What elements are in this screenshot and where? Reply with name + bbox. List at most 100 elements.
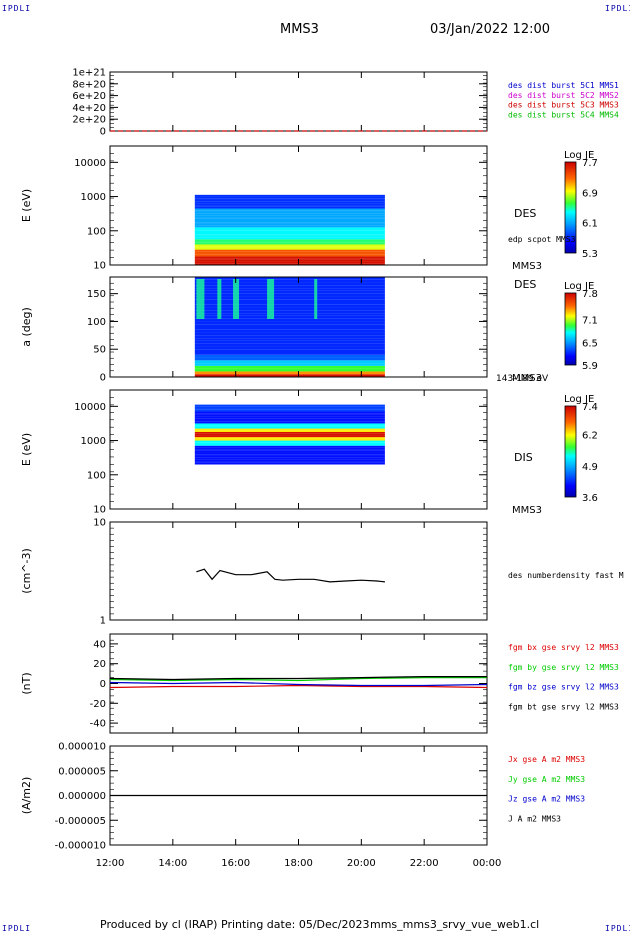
y-axis-label: E (eV)	[20, 433, 33, 466]
heatmap-row-p4	[194, 447, 385, 450]
heatmap-row-p2	[194, 194, 385, 197]
y-tick-label: 40	[93, 639, 106, 650]
colorbar-title: Log JE	[564, 150, 594, 161]
y-tick-label: -20	[90, 699, 106, 710]
legend-entry: des dist burst 5C4 MMS4	[508, 110, 619, 119]
legend-entry: fgm bt gse srvy l2 MMS3	[508, 702, 619, 711]
heatmap-row-p3	[194, 363, 385, 366]
header-spacecraft: MMS3	[280, 22, 319, 37]
heatmap-row-p2	[194, 256, 385, 259]
heatmap-row-p2	[194, 253, 385, 255]
corner-mark-top-right: IPDLI	[605, 4, 630, 13]
heatmap-row-p3	[194, 315, 385, 319]
heatmap-row-p4	[194, 435, 385, 438]
colorbar-tick-label: 7.8	[582, 289, 598, 300]
heatmap-row-p3	[194, 343, 385, 347]
pitch-angle-burst	[217, 279, 222, 319]
heatmap-row-p4	[194, 406, 385, 409]
heatmap-row-p4	[194, 411, 385, 414]
species-label: DES	[514, 278, 536, 291]
heatmap-row-p3	[194, 296, 385, 300]
y-tick-label: 1000	[81, 436, 106, 447]
pitch-angle-burst	[233, 279, 240, 319]
x-tick-label: 12:00	[96, 858, 125, 869]
colorbar-tick-label: 7.7	[582, 158, 598, 169]
pitch-angle-burst	[314, 279, 318, 319]
y-tick-label: 150	[87, 289, 106, 300]
y-tick-label: 0.000005	[58, 766, 106, 777]
y-tick-label: 4e+20	[72, 103, 106, 114]
heatmap-row-p3	[194, 302, 385, 305]
legend-entry: des dist burst 5C1 MMS1	[508, 81, 619, 90]
y-tick-label: 1e+21	[72, 68, 106, 79]
legend-entry: fgm by gse srvy l2 MMS3	[508, 663, 619, 672]
heatmap-row-p4	[194, 408, 385, 410]
x-tick-label: 22:00	[410, 858, 439, 869]
heatmap-row-p4	[194, 452, 385, 455]
series-line-p5-0	[196, 568, 385, 583]
y-tick-label: 1	[100, 616, 106, 627]
y-tick-label: 100	[87, 317, 106, 328]
legend-entry: des dist burst 5C3 MMS3	[508, 101, 619, 110]
heatmap-row-p4	[194, 450, 385, 453]
spacecraft-label: MMS3	[512, 505, 542, 516]
legend-entry: Jz gse A m2 MMS3	[508, 795, 585, 804]
heatmap-row-p3	[194, 293, 385, 297]
heatmap-row-p2	[194, 222, 385, 224]
heatmap-row-p3	[194, 352, 385, 355]
pitch-angle-burst	[267, 279, 275, 319]
colorbar-p3	[564, 292, 577, 366]
heatmap-row-p3	[194, 332, 385, 336]
heatmap-row-p2	[194, 227, 385, 230]
corner-mark-bottom-left: IPDLI	[2, 924, 32, 933]
heatmap-row-p3	[194, 321, 385, 325]
y-tick-label: 10	[93, 261, 106, 272]
heatmap-row-p3	[194, 360, 385, 364]
heatmap-row-p2	[194, 220, 385, 223]
heatmap-row-p2	[194, 230, 385, 233]
y-tick-label: 0	[100, 373, 106, 384]
heatmap-row-p4	[194, 423, 385, 426]
heatmap-row-p2	[194, 213, 385, 216]
heatmap-row-p2	[194, 218, 385, 221]
legend-entry: fgm bz gse srvy l2 MMS3	[508, 683, 619, 692]
heatmap-row-p4	[194, 426, 385, 429]
heatmap-row-p2	[194, 244, 385, 247]
heatmap-row-p2	[194, 215, 385, 218]
heatmap-row-p2	[194, 196, 385, 199]
legend-entry: des numberdensity fast M	[508, 571, 624, 580]
heatmap-row-p4	[194, 437, 385, 439]
heatmap-row-p3	[194, 282, 385, 286]
heatmap-row-p4	[194, 454, 385, 456]
legend-entry: fgm bx gse srvy l2 MMS3	[508, 643, 619, 652]
y-tick-label: -40	[90, 719, 106, 730]
y-tick-label: 10	[93, 505, 106, 516]
y-tick-label: 100	[87, 226, 106, 237]
series-line-p6-3	[109, 675, 487, 681]
colorbar-title: Log JE	[564, 281, 594, 292]
heatmap-row-p2	[194, 201, 385, 204]
y-tick-label: 10000	[74, 158, 106, 169]
legend-entry: des dist burst 5C2 MMS2	[508, 91, 619, 100]
heatmap-row-p2	[194, 205, 385, 207]
y-tick-label: 100	[87, 470, 106, 481]
heatmap-row-p3	[194, 349, 385, 352]
heatmap-row-p4	[194, 414, 385, 417]
y-axis-label: (A/m2)	[20, 777, 33, 815]
footer-filename: mms_mms3_srvy_vue_web1.cl	[370, 918, 540, 931]
y-tick-label: 1000	[81, 192, 106, 203]
panel-frame-p5	[109, 521, 488, 621]
heatmap-row-p2	[194, 206, 385, 209]
heatmap-row-p3	[194, 304, 385, 308]
colorbar-tick-label: 6.1	[582, 219, 598, 230]
heatmap-row-p3	[194, 371, 385, 375]
heatmap-row-p4	[194, 461, 385, 463]
heatmap-row-p4	[194, 462, 385, 465]
heatmap-row-p2	[194, 229, 385, 231]
y-tick-label: 10000	[74, 402, 106, 413]
heatmap-row-p2	[194, 237, 385, 240]
heatmap-row-p3	[194, 324, 385, 327]
heatmap-row-p4	[194, 428, 385, 431]
heatmap-row-p4	[194, 425, 385, 427]
